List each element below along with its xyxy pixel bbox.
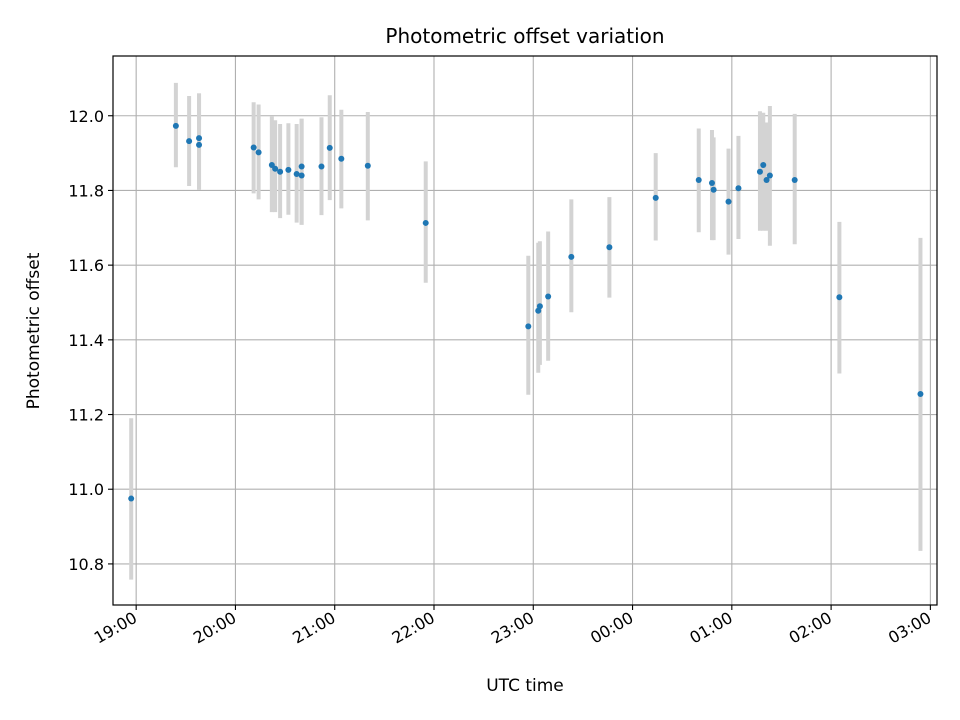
data-point xyxy=(172,122,179,129)
data-point xyxy=(326,144,333,151)
data-point xyxy=(756,168,763,175)
data-point xyxy=(708,179,715,186)
y-tick-label: 11.0 xyxy=(68,480,104,499)
data-point xyxy=(255,149,262,156)
data-point xyxy=(364,162,371,169)
data-point xyxy=(760,162,767,169)
y-axis-ticks: 10.8 11.0 11.2 11.4 11.6 11.8 12.0 xyxy=(68,107,113,574)
data-point xyxy=(422,219,429,226)
data-point xyxy=(285,166,292,173)
data-point xyxy=(196,141,203,148)
data-point xyxy=(186,138,193,145)
data-point xyxy=(196,135,203,142)
data-point xyxy=(917,390,924,397)
y-axis-title: Photometric offset xyxy=(24,252,44,409)
y-tick-label: 12.0 xyxy=(68,107,104,126)
data-point xyxy=(652,194,659,201)
data-point xyxy=(277,168,284,175)
y-tick-label: 11.2 xyxy=(68,406,104,425)
data-point xyxy=(545,293,552,300)
data-point xyxy=(763,176,770,183)
data-point xyxy=(293,171,300,178)
data-points xyxy=(128,122,924,502)
data-point xyxy=(735,185,742,192)
data-point xyxy=(338,155,345,162)
data-point xyxy=(568,253,575,260)
data-point xyxy=(128,495,135,502)
data-point xyxy=(250,144,257,151)
data-point xyxy=(836,294,843,301)
data-point xyxy=(766,172,773,179)
data-point xyxy=(525,323,532,330)
data-point xyxy=(536,303,543,310)
data-point xyxy=(710,186,717,193)
plot-frame xyxy=(112,55,938,606)
data-point xyxy=(695,176,702,183)
grid-lines xyxy=(113,56,937,605)
y-tick-label: 10.8 xyxy=(68,555,104,574)
x-axis-title: UTC time xyxy=(486,676,564,696)
data-point xyxy=(791,176,798,183)
chart-title: Photometric offset variation xyxy=(385,24,664,48)
data-point xyxy=(318,163,325,170)
data-point xyxy=(725,198,732,205)
data-point xyxy=(298,172,305,179)
data-point xyxy=(298,163,305,170)
y-tick-label: 11.6 xyxy=(68,256,104,275)
y-tick-label: 11.8 xyxy=(68,181,104,200)
data-point xyxy=(272,165,279,172)
data-point xyxy=(606,244,613,251)
y-tick-label: 11.4 xyxy=(68,331,104,350)
